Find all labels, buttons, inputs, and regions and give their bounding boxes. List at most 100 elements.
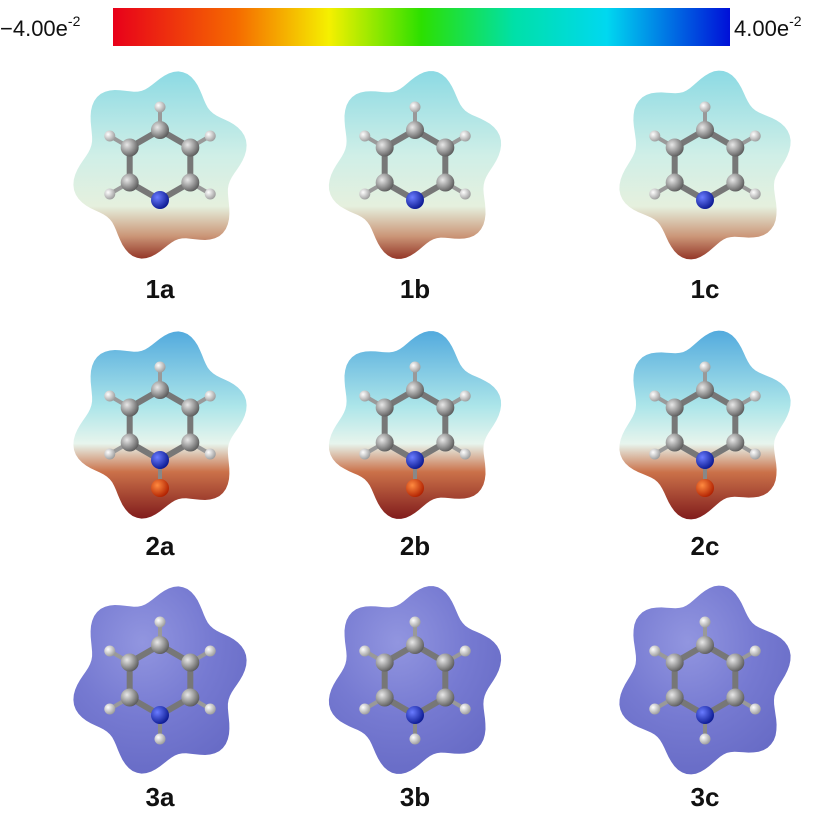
carbon-atom bbox=[121, 399, 139, 417]
oxygen-atom bbox=[696, 479, 714, 497]
hydrogen-atom bbox=[104, 704, 115, 715]
potential-surface bbox=[619, 71, 790, 260]
panel-label: 1b bbox=[400, 274, 430, 304]
carbon-atom bbox=[151, 121, 169, 139]
potential-surface bbox=[73, 586, 246, 773]
carbon-atom bbox=[181, 139, 199, 157]
hydrogen-atom bbox=[155, 362, 166, 373]
carbon-atom bbox=[181, 689, 199, 707]
carbon-atom bbox=[406, 381, 424, 399]
colorbar-min-label: −4.00e-2 bbox=[0, 13, 81, 41]
potential-surface bbox=[329, 71, 501, 259]
hydrogen-atom bbox=[155, 734, 166, 745]
mantissa: 4.00e bbox=[734, 16, 789, 41]
panel-label: 2a bbox=[146, 531, 175, 561]
nitrogen-atom bbox=[696, 451, 714, 469]
hydrogen-atom bbox=[104, 646, 115, 657]
carbon-atom bbox=[121, 689, 139, 707]
panel-label: 1c bbox=[691, 274, 720, 304]
hydrogen-atom bbox=[359, 189, 370, 200]
carbon-atom bbox=[121, 434, 139, 452]
hydrogen-atom bbox=[205, 449, 216, 460]
hydrogen-atom bbox=[750, 131, 761, 142]
colorbar-max-label: 4.00e-2 bbox=[734, 13, 802, 41]
colorbar bbox=[113, 8, 730, 46]
carbon-atom bbox=[666, 689, 684, 707]
carbon-atom bbox=[181, 399, 199, 417]
carbon-atom bbox=[406, 636, 424, 654]
hydrogen-atom bbox=[205, 646, 216, 657]
oxygen-atom bbox=[406, 479, 424, 497]
carbon-atom bbox=[376, 174, 394, 192]
carbon-atom bbox=[181, 654, 199, 672]
molecule bbox=[619, 71, 790, 260]
nitrogen-atom bbox=[696, 706, 714, 724]
hydrogen-atom bbox=[205, 189, 216, 200]
carbon-atom bbox=[726, 654, 744, 672]
carbon-atom bbox=[436, 434, 454, 452]
panel-label: 1a bbox=[146, 274, 175, 304]
hydrogen-atom bbox=[205, 704, 216, 715]
hydrogen-atom bbox=[750, 646, 761, 657]
nitrogen-atom bbox=[406, 451, 424, 469]
nitrogen-atom bbox=[406, 706, 424, 724]
carbon-atom bbox=[666, 654, 684, 672]
potential-surface bbox=[73, 71, 246, 258]
hydrogen-atom bbox=[410, 617, 421, 628]
nitrogen-atom bbox=[151, 451, 169, 469]
hydrogen-atom bbox=[649, 189, 660, 200]
panel-label: 2b bbox=[400, 531, 430, 561]
hydrogen-atom bbox=[750, 704, 761, 715]
carbon-atom bbox=[696, 121, 714, 139]
molecule bbox=[329, 71, 501, 259]
hydrogen-atom bbox=[700, 102, 711, 113]
carbon-atom bbox=[696, 636, 714, 654]
hydrogen-atom bbox=[460, 131, 471, 142]
hydrogen-atom bbox=[700, 617, 711, 628]
hydrogen-atom bbox=[750, 391, 761, 402]
hydrogen-atom bbox=[649, 449, 660, 460]
nitrogen-atom bbox=[151, 706, 169, 724]
hydrogen-atom bbox=[359, 704, 370, 715]
hydrogen-atom bbox=[460, 391, 471, 402]
hydrogen-atom bbox=[104, 391, 115, 402]
hydrogen-atom bbox=[410, 102, 421, 113]
hydrogen-atom bbox=[460, 189, 471, 200]
carbon-atom bbox=[666, 434, 684, 452]
molecule bbox=[73, 71, 246, 258]
exponent: -2 bbox=[68, 13, 81, 29]
hydrogen-atom bbox=[155, 102, 166, 113]
carbon-atom bbox=[726, 689, 744, 707]
panel-label: 3b bbox=[400, 782, 430, 812]
potential-surface bbox=[619, 586, 790, 775]
carbon-atom bbox=[376, 139, 394, 157]
carbon-atom bbox=[436, 654, 454, 672]
carbon-atom bbox=[376, 654, 394, 672]
carbon-atom bbox=[666, 399, 684, 417]
molecule bbox=[329, 331, 501, 519]
carbon-atom bbox=[726, 174, 744, 192]
carbon-atom bbox=[151, 636, 169, 654]
carbon-atom bbox=[436, 689, 454, 707]
carbon-atom bbox=[696, 381, 714, 399]
hydrogen-atom bbox=[460, 449, 471, 460]
oxygen-atom bbox=[151, 479, 169, 497]
hydrogen-atom bbox=[359, 391, 370, 402]
hydrogen-atom bbox=[359, 449, 370, 460]
molecule bbox=[73, 586, 246, 773]
carbon-atom bbox=[121, 174, 139, 192]
panel-label: 2c bbox=[691, 531, 720, 561]
carbon-atom bbox=[151, 381, 169, 399]
page: −4.00e-2 4.00e-2 1a1b1c2a2b2c3a3b3c (() … bbox=[0, 0, 831, 814]
molecule bbox=[619, 586, 790, 775]
potential-surface bbox=[329, 586, 501, 774]
carbon-atom bbox=[726, 139, 744, 157]
carbon-atom bbox=[726, 434, 744, 452]
carbon-atom bbox=[436, 174, 454, 192]
hydrogen-atom bbox=[104, 131, 115, 142]
carbon-atom bbox=[181, 174, 199, 192]
hydrogen-atom bbox=[155, 617, 166, 628]
hydrogen-atom bbox=[700, 362, 711, 373]
hydrogen-atom bbox=[700, 734, 711, 745]
hydrogen-atom bbox=[359, 646, 370, 657]
